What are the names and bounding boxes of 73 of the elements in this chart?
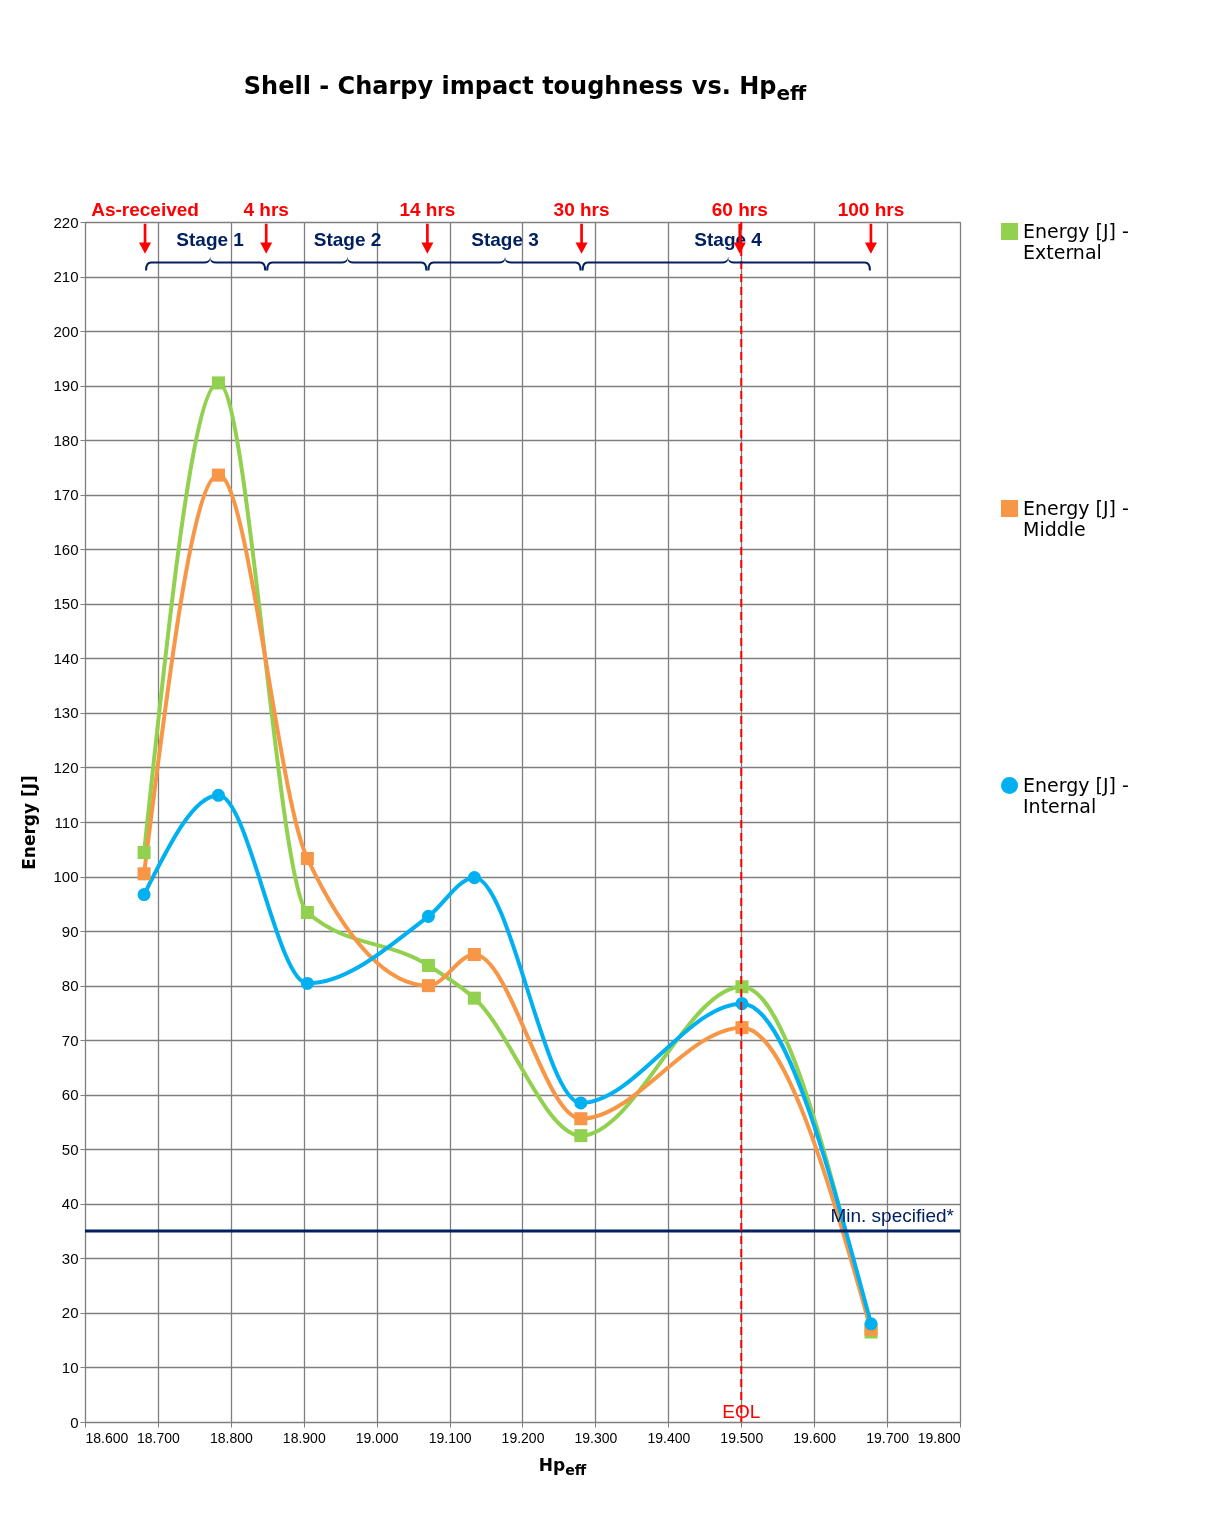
y-tick-label: 190: [53, 377, 79, 395]
text: 100 hrs: [837, 198, 905, 220]
y-tick-label: 60: [61, 1086, 79, 1104]
y-tick-label: 0: [70, 1413, 79, 1431]
point: [467, 991, 481, 1005]
point: [137, 846, 151, 860]
y-tick-label: 200: [53, 322, 79, 340]
point: [467, 871, 481, 885]
x-tick-label: 18.600: [85, 1429, 129, 1446]
x-tick-label: 19.600: [793, 1429, 837, 1446]
point: [467, 948, 481, 962]
annotation: Stage 3: [471, 228, 539, 250]
x-axis-title: Hp$_{eff}$: [537, 1455, 588, 1479]
legend-label: Energy [J] - Internal: [1023, 773, 1129, 817]
y-tick-label: 90: [61, 922, 79, 940]
x-tick-label: 19.200: [501, 1429, 545, 1446]
x-tick-label: 19.100: [428, 1429, 472, 1446]
y-tick-label: 210: [53, 268, 79, 286]
y-tick-label: 160: [53, 540, 79, 558]
y-tick-label: 220: [53, 213, 79, 231]
point: [211, 788, 225, 802]
text: 4 hrs: [243, 198, 289, 220]
text: As-received: [91, 198, 199, 220]
y-tick-label: 50: [61, 1140, 79, 1158]
x-tick-label: 19.800: [917, 1429, 961, 1446]
point: [574, 1129, 588, 1143]
x-tick-label: 18.800: [209, 1429, 253, 1446]
y-tick-label: 120: [53, 758, 79, 776]
x-tick-label: 19.300: [574, 1429, 618, 1446]
point: [137, 867, 151, 881]
legend-label: Energy [J] - External: [1023, 219, 1129, 263]
point: [300, 906, 314, 920]
y-tick-label: 180: [53, 431, 79, 449]
point: [421, 979, 435, 993]
y-tick-label: 20: [61, 1304, 79, 1322]
y-tick-label: 110: [54, 813, 79, 831]
x-tick-label: 19.400: [647, 1429, 691, 1446]
text: 60 hrs: [711, 198, 768, 220]
x-tick-label: 18.700: [137, 1429, 181, 1446]
chart-title: Shell - Charpy impact toughness vs. Hp$_{eff}$: [242, 71, 808, 105]
point: [211, 376, 225, 390]
text: 30 hrs: [553, 198, 610, 220]
point: [137, 888, 151, 902]
y-axis-title: Energy [J]: [19, 775, 40, 870]
point: [735, 980, 749, 994]
legend-label: Energy [J] - Middle: [1023, 496, 1129, 540]
x-tick-label: 19.500: [720, 1429, 764, 1446]
ref-line-label: EOL: [722, 1401, 761, 1422]
point: [211, 468, 225, 482]
x-tick-label: 19.700: [866, 1429, 910, 1446]
point: [735, 1021, 749, 1035]
x-tick-label: 18.900: [282, 1429, 326, 1446]
annotation: Stage 1: [176, 228, 245, 250]
y-tick-label: 140: [53, 649, 79, 667]
y-tick-label: 170: [53, 486, 79, 504]
point: [574, 1096, 588, 1110]
y-tick-label: 100: [53, 868, 79, 886]
y-tick-label: 10: [61, 1358, 79, 1376]
y-tick-label: 70: [61, 1031, 79, 1049]
point: [300, 852, 314, 866]
point: [421, 909, 435, 923]
y-tick-label: 150: [53, 595, 79, 613]
point: [421, 958, 435, 972]
point: [864, 1317, 878, 1331]
text: 14 hrs: [399, 198, 456, 220]
x-tick-label: 19.000: [355, 1429, 399, 1446]
point: [300, 976, 314, 990]
y-tick-label: 40: [61, 1195, 79, 1213]
point: [574, 1112, 588, 1126]
y-tick-label: 30: [61, 1249, 79, 1267]
y-tick-label: 130: [53, 704, 79, 722]
annotation: Stage 2: [313, 228, 382, 250]
y-tick-label: 80: [61, 977, 79, 995]
